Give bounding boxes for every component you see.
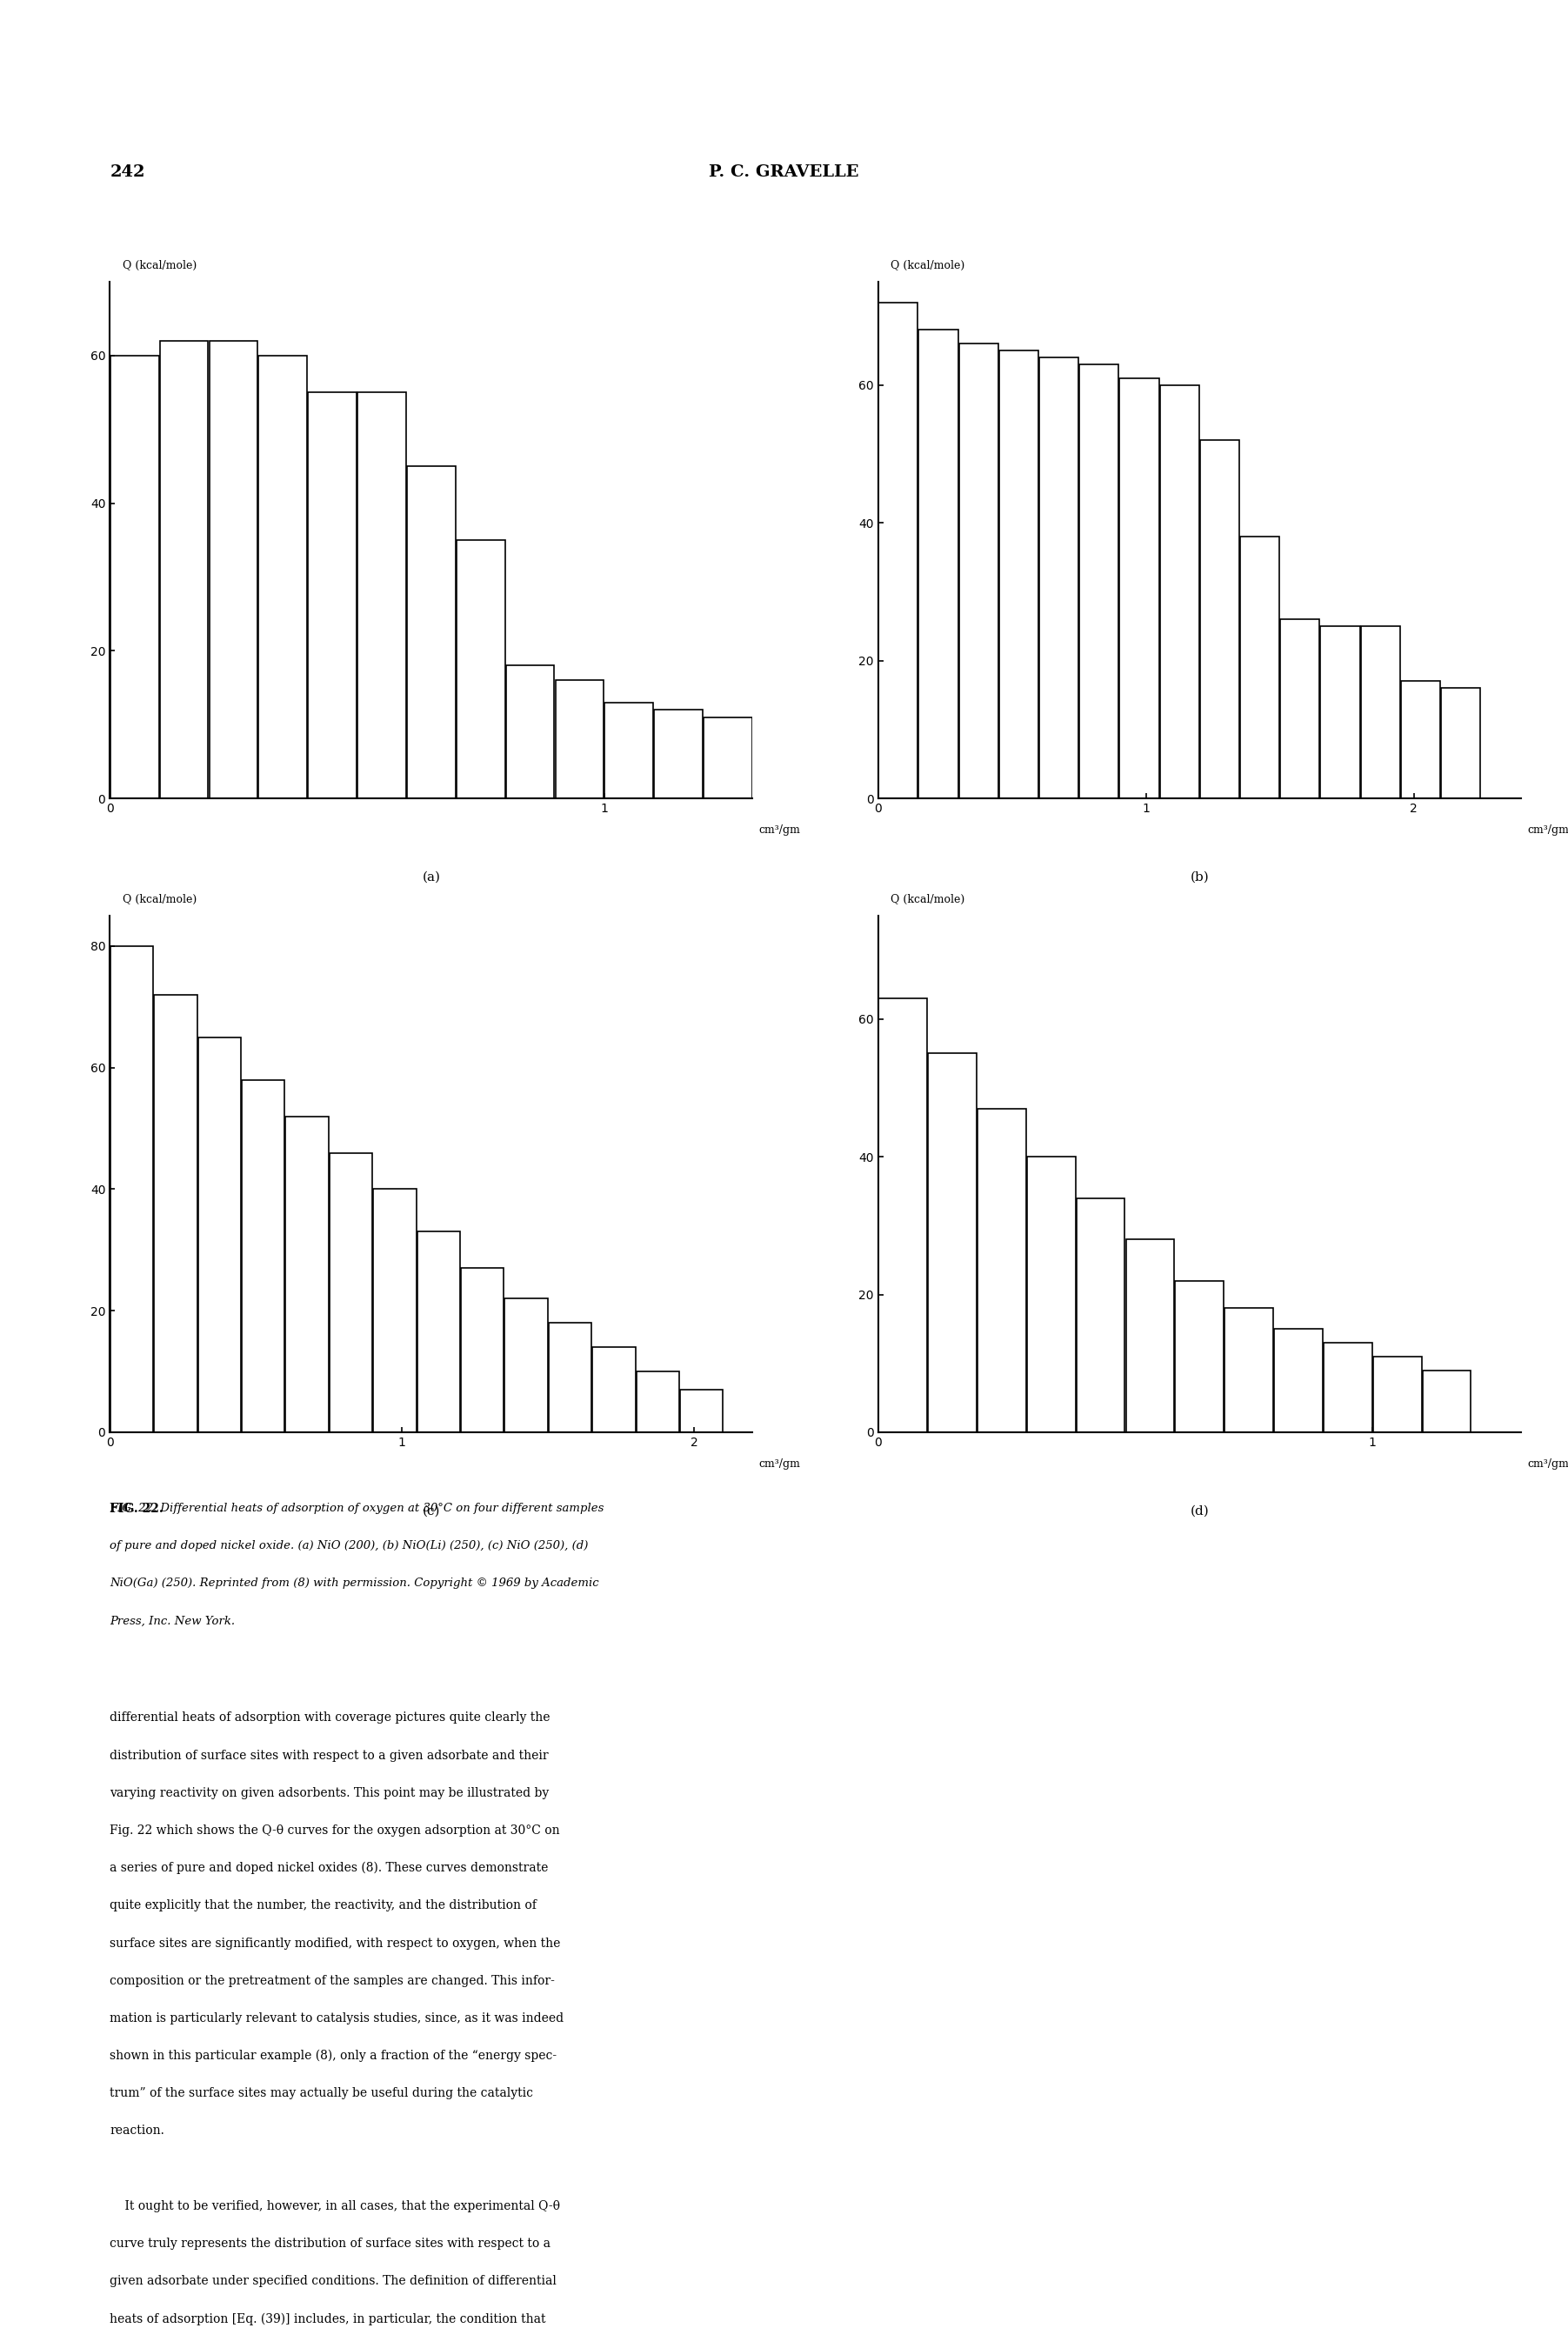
Text: shown in this particular example (8), only a fraction of the “energy spec-: shown in this particular example (8), on… [110,2050,557,2062]
Bar [1275,1329,1323,1432]
Text: curve truly represents the distribution of surface sites with respect to a: curve truly represents the distribution … [110,2238,550,2249]
Bar [1323,1343,1372,1432]
Bar [1120,378,1159,798]
Bar [1079,364,1118,798]
Bar [1160,385,1200,798]
Text: composition or the pretreatment of the samples are changed. This infor-: composition or the pretreatment of the s… [110,1975,555,1986]
Text: cm³/gm: cm³/gm [759,1458,801,1470]
Bar [110,946,154,1432]
Bar [549,1322,591,1432]
Bar [1422,1371,1471,1432]
Text: 242: 242 [110,164,144,181]
Bar [408,467,455,798]
Bar [654,709,702,798]
Text: (a): (a) [422,871,441,883]
Bar [1320,627,1359,798]
Bar [1225,1308,1273,1432]
Bar [358,392,406,798]
Bar [593,1348,635,1432]
Bar [259,355,307,798]
Bar [373,1188,416,1432]
Text: distribution of surface sites with respect to a given adsorbate and their: distribution of surface sites with respe… [110,1749,549,1761]
Bar [505,1298,547,1432]
Bar [160,340,209,798]
Text: FIG. 22.: FIG. 22. [110,1503,163,1514]
Bar [285,1115,328,1432]
Bar [1027,1158,1076,1432]
Bar [960,343,999,798]
Text: mation is particularly relevant to catalysis studies, since, as it was indeed: mation is particularly relevant to catal… [110,2012,564,2024]
Text: cm³/gm: cm³/gm [1527,824,1568,836]
Text: differential heats of adsorption with coverage pictures quite clearly the: differential heats of adsorption with co… [110,1712,550,1723]
Bar [209,340,257,798]
Bar [417,1233,459,1432]
Bar [637,1371,679,1432]
Text: quite explicitly that the number, the reactivity, and the distribution of: quite explicitly that the number, the re… [110,1900,536,1911]
Text: cm³/gm: cm³/gm [759,824,801,836]
Text: Q (kcal/mole): Q (kcal/mole) [122,895,196,906]
Bar [999,350,1038,798]
Bar [506,664,555,798]
Text: heats of adsorption [Eq. (39)] includes, in particular, the condition that: heats of adsorption [Eq. (39)] includes,… [110,2313,546,2325]
Bar [1441,688,1480,798]
Bar [461,1268,503,1432]
Bar [878,998,927,1432]
Bar [681,1390,723,1432]
Bar [241,1080,285,1432]
Text: reaction.: reaction. [110,2125,165,2137]
Bar [605,702,654,798]
Text: Q (kcal/mole): Q (kcal/mole) [122,261,196,272]
Bar [555,681,604,798]
Bar [1200,439,1239,798]
Bar [977,1108,1025,1432]
Text: It ought to be verified, however, in all cases, that the experimental Q-θ: It ought to be verified, however, in all… [110,2200,560,2212]
Text: Press, Inc. New York.: Press, Inc. New York. [110,1615,235,1627]
Bar [456,540,505,798]
Text: trum” of the surface sites may actually be useful during the catalytic: trum” of the surface sites may actually … [110,2087,533,2099]
Bar [919,331,958,798]
Bar [1076,1197,1124,1432]
Bar [154,996,198,1432]
Text: (d): (d) [1190,1505,1209,1517]
Bar [1374,1357,1422,1432]
Bar [704,716,753,798]
Bar [1126,1240,1174,1432]
Text: surface sites are significantly modified, with respect to oxygen, when the: surface sites are significantly modified… [110,1937,561,1949]
Bar [329,1153,372,1432]
Bar [198,1038,241,1432]
Text: cm³/gm: cm³/gm [1527,1458,1568,1470]
Bar [1361,627,1400,798]
Text: (b): (b) [1190,871,1209,883]
Text: given adsorbate under specified conditions. The definition of differential: given adsorbate under specified conditio… [110,2275,557,2287]
Bar [110,355,158,798]
Text: FIG. 22. Differential heats of adsorption of oxygen at 30°C on four different sa: FIG. 22. Differential heats of adsorptio… [110,1503,604,1514]
Bar [1400,681,1439,798]
Text: of pure and doped nickel oxide. (a) NiO (200), (b) NiO(Li) (250), (c) NiO (250),: of pure and doped nickel oxide. (a) NiO … [110,1540,588,1552]
Text: Q (kcal/mole): Q (kcal/mole) [891,261,964,272]
Text: P. C. GRAVELLE: P. C. GRAVELLE [709,164,859,181]
Text: NiO(Ga) (250). Reprinted from (8) with permission. Copyright © 1969 by Academic: NiO(Ga) (250). Reprinted from (8) with p… [110,1578,599,1590]
Bar [878,303,917,798]
Bar [928,1054,977,1432]
Text: Fig. 22 which shows the Q-θ curves for the oxygen adsorption at 30°C on: Fig. 22 which shows the Q-θ curves for t… [110,1824,560,1836]
Text: Q (kcal/mole): Q (kcal/mole) [891,895,964,906]
Text: (c): (c) [422,1505,441,1517]
Bar [307,392,356,798]
Text: a series of pure and doped nickel oxides (8). These curves demonstrate: a series of pure and doped nickel oxides… [110,1862,549,1874]
Bar [1240,538,1279,798]
Bar [1281,620,1320,798]
Text: varying reactivity on given adsorbents. This point may be illustrated by: varying reactivity on given adsorbents. … [110,1787,549,1799]
Bar [1040,357,1079,798]
Bar [1176,1280,1223,1432]
